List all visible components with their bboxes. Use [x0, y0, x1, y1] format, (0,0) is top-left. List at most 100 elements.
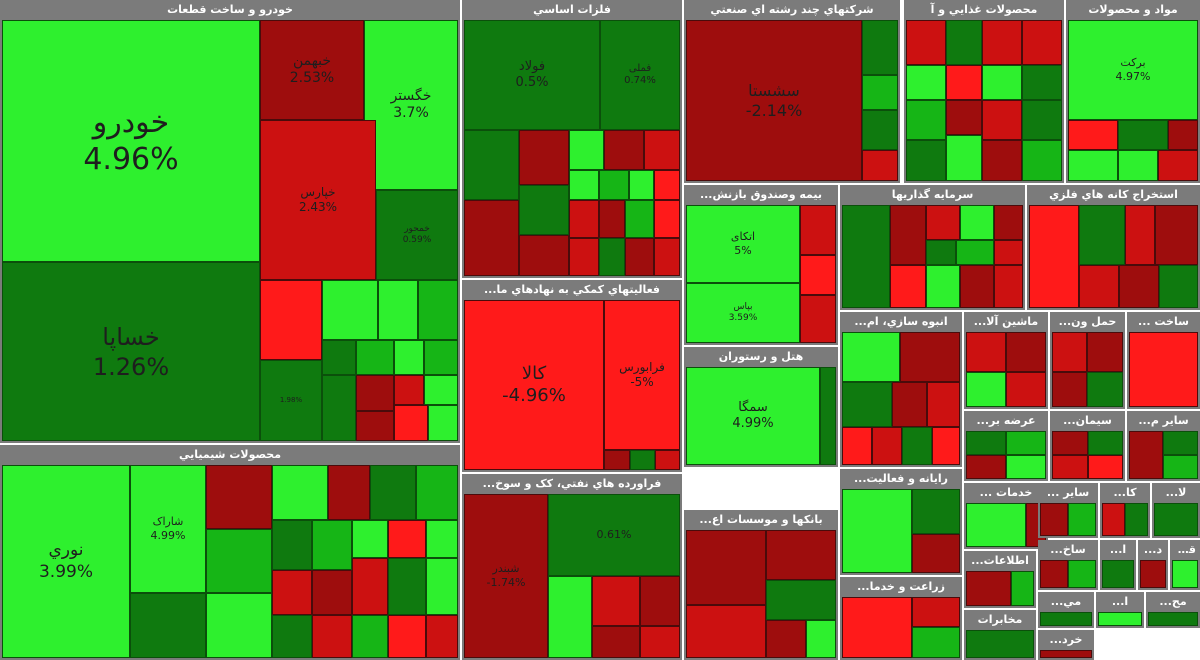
treemap-tile[interactable] [1129, 332, 1198, 407]
treemap-tile[interactable] [842, 427, 872, 465]
treemap-tile[interactable] [206, 529, 272, 593]
treemap-tile[interactable] [322, 375, 356, 441]
treemap-tile[interactable] [686, 530, 766, 605]
treemap-tile[interactable] [206, 465, 272, 529]
treemap-tile[interactable] [906, 65, 946, 100]
sector[interactable]: خرد... [1038, 630, 1094, 660]
treemap-tile[interactable] [1040, 503, 1068, 536]
treemap-tile[interactable] [260, 280, 322, 360]
treemap-tile[interactable] [322, 280, 378, 340]
treemap-tile[interactable] [1040, 650, 1092, 658]
sector[interactable]: حمل ون... [1050, 312, 1125, 409]
treemap-tile[interactable] [1125, 503, 1148, 536]
treemap-tile[interactable] [654, 200, 680, 238]
treemap-tile[interactable]: سشستا -2.14% [686, 20, 862, 181]
treemap-tile[interactable] [912, 627, 960, 658]
treemap-tile[interactable] [640, 626, 680, 658]
treemap-tile[interactable] [946, 100, 982, 135]
treemap-tile[interactable] [630, 450, 655, 470]
treemap-tile[interactable]: بپاس 3.59% [686, 283, 800, 343]
treemap-tile[interactable] [654, 170, 680, 200]
treemap-tile[interactable] [569, 238, 599, 276]
treemap-tile[interactable] [592, 576, 640, 626]
sector[interactable]: سيمان... [1050, 411, 1125, 481]
treemap-tile[interactable] [926, 205, 960, 240]
treemap-tile[interactable] [1125, 205, 1155, 265]
sector[interactable]: بيمه وصندوق بازنش... اتکای 5% بپاس 3.59% [684, 185, 838, 345]
treemap-tile[interactable] [272, 615, 312, 658]
treemap-tile[interactable] [569, 170, 599, 200]
treemap-tile[interactable] [352, 520, 388, 558]
treemap-tile[interactable] [655, 450, 680, 470]
treemap-tile[interactable] [312, 615, 352, 658]
treemap-tile[interactable] [960, 265, 994, 308]
sector[interactable]: ساير ... [1038, 483, 1098, 538]
treemap-tile[interactable] [906, 100, 946, 140]
treemap-tile[interactable] [912, 597, 960, 627]
treemap-tile[interactable] [1088, 431, 1123, 455]
treemap-tile[interactable] [1098, 612, 1142, 626]
treemap-tile[interactable] [956, 240, 994, 265]
treemap-tile[interactable] [1022, 100, 1062, 140]
treemap-tile[interactable] [994, 240, 1023, 265]
sector[interactable]: محصولات شيميايي نوري 3.99% شاراک 4.99% [0, 445, 460, 660]
treemap-tile[interactable] [994, 265, 1023, 308]
treemap-tile[interactable] [982, 20, 1022, 65]
treemap-tile[interactable] [394, 405, 428, 441]
treemap-tile[interactable] [644, 130, 680, 170]
sector[interactable]: لا... [1152, 483, 1200, 538]
treemap-tile[interactable] [625, 200, 654, 238]
treemap-tile[interactable] [356, 340, 394, 375]
treemap-tile[interactable] [312, 570, 352, 615]
treemap-tile[interactable] [1148, 612, 1198, 626]
treemap-tile[interactable] [1068, 120, 1118, 150]
treemap-tile[interactable]: خگستر 3.7% [364, 20, 458, 190]
treemap-tile[interactable] [966, 332, 1006, 372]
treemap-tile[interactable] [312, 520, 352, 570]
treemap-tile[interactable] [946, 135, 982, 181]
treemap-tile[interactable] [416, 465, 458, 520]
treemap-tile[interactable] [927, 382, 960, 427]
treemap-tile[interactable] [862, 20, 898, 75]
treemap-tile[interactable] [388, 558, 426, 615]
sector[interactable]: خدمات ... [964, 483, 1048, 549]
treemap-tile[interactable]: خمحور 0.59% [376, 190, 458, 280]
treemap-tile[interactable] [1052, 431, 1088, 455]
treemap-tile[interactable]: خپارس 2.43% [260, 120, 376, 280]
treemap-tile[interactable] [206, 593, 272, 658]
treemap-tile[interactable] [862, 75, 898, 110]
sector[interactable]: سرمايه گذاريها [840, 185, 1025, 310]
treemap-tile[interactable] [842, 489, 912, 573]
treemap-tile[interactable] [1040, 612, 1092, 626]
treemap-tile[interactable] [1102, 560, 1134, 588]
treemap-tile[interactable] [569, 200, 599, 238]
treemap-tile[interactable] [966, 503, 1026, 547]
sector[interactable]: رايانه و فعاليت... [840, 469, 962, 575]
treemap-tile[interactable] [1006, 332, 1046, 372]
treemap-tile[interactable] [604, 130, 644, 170]
treemap-tile[interactable] [356, 375, 394, 411]
treemap-tile[interactable] [1006, 455, 1046, 479]
treemap-tile[interactable] [130, 593, 206, 658]
treemap-tile[interactable] [906, 20, 946, 65]
treemap-tile[interactable] [820, 367, 836, 465]
treemap-tile[interactable] [654, 238, 680, 276]
treemap-tile[interactable]: 0.61% [548, 494, 680, 576]
sector[interactable]: ا... [1100, 540, 1136, 590]
treemap-tile[interactable] [1154, 503, 1198, 536]
treemap-tile[interactable] [424, 375, 458, 405]
treemap-tile[interactable] [1052, 332, 1087, 372]
treemap-tile[interactable] [1155, 205, 1198, 265]
treemap-tile[interactable]: فولاد 0.5% [464, 20, 600, 130]
treemap-tile[interactable] [766, 580, 836, 620]
treemap-tile[interactable] [1087, 332, 1123, 372]
sector[interactable]: مي... [1038, 592, 1094, 628]
treemap-tile[interactable] [1163, 431, 1198, 455]
treemap-tile[interactable] [872, 427, 902, 465]
sector[interactable]: ساخت ... [1127, 312, 1200, 409]
treemap-tile[interactable] [599, 238, 625, 276]
treemap-tile[interactable] [272, 465, 328, 520]
sector[interactable]: زراعت و خدما... [840, 577, 962, 660]
treemap-tile[interactable] [766, 530, 836, 580]
treemap-tile[interactable] [599, 170, 629, 200]
